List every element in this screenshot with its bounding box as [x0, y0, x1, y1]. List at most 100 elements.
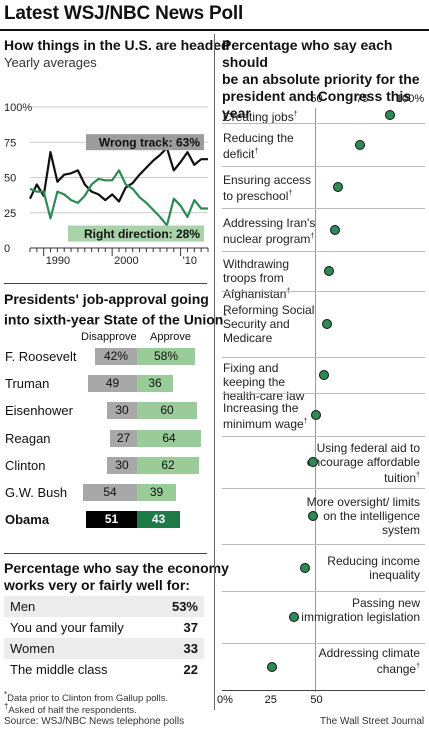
- priority-label-text: Ensuring access to preschool: [223, 173, 312, 203]
- approve-bar: 36: [137, 375, 173, 393]
- priority-row-rule: [222, 208, 425, 209]
- footnote-2: †Asked of half the respondents.: [4, 702, 137, 717]
- priority-bottom-rule: [222, 690, 425, 691]
- president-name: G.W. Bush: [5, 485, 68, 500]
- president-name: Truman: [5, 376, 50, 392]
- page-title: Latest WSJ/NBC News Poll: [4, 3, 244, 24]
- priority-row-rule: [222, 357, 425, 358]
- priority-label: More oversight/ limits on the intelligen…: [300, 495, 420, 537]
- economy-title-line2: works very or fairly well for:: [4, 577, 190, 593]
- trend-y-tick: 25: [4, 208, 16, 220]
- approval-title-line1: Presidents' job-approval going: [4, 291, 209, 307]
- approve-bar: 43: [137, 511, 180, 529]
- priority-label: Reforming Social Security and Medicare: [223, 303, 323, 345]
- priority-row-rule: [222, 643, 425, 644]
- priority-label-marker: †: [416, 472, 420, 479]
- priority-label: Ensuring access to preschool†: [223, 173, 323, 203]
- economy-row-label: Men: [10, 599, 36, 614]
- approve-bar: 39: [137, 484, 176, 501]
- trend-y-tick: 0: [4, 243, 10, 255]
- footnote-2-marker: †: [4, 702, 9, 711]
- footnote-1-marker: *: [4, 690, 8, 699]
- footnote-1: *Data prior to Clinton from Gallup polls…: [4, 690, 169, 705]
- economy-row-value: 53%: [171, 599, 198, 614]
- priority-top-tick: 75: [356, 93, 369, 105]
- trend-x-axis: 1990 2000 '10: [29, 248, 209, 267]
- priority-label-text: Reforming Social Security and Medicare: [223, 303, 315, 345]
- economy-row-value: 37: [183, 620, 198, 635]
- disapprove-bar: 51: [86, 511, 137, 529]
- priority-dot: [311, 409, 322, 420]
- priority-dot: [333, 182, 344, 192]
- priority-label-text: Reducing the deficit: [223, 130, 294, 161]
- priority-label-marker: †: [288, 190, 293, 197]
- approval-title: Presidents' job-approval going into sixt…: [4, 291, 226, 329]
- president-name: Reagan: [5, 430, 51, 446]
- priority-bottom-tick: 25: [264, 694, 277, 706]
- priority-label: Addressing climate change†: [300, 646, 420, 676]
- trend-lines: [29, 146, 208, 227]
- col-disapprove: Disapprove: [81, 331, 137, 343]
- approve-bar: 62: [137, 456, 199, 474]
- priority-label: Using federal aid to encourage affordabl…: [300, 441, 420, 485]
- priority-label: Addressing Iran's nuclear program†: [223, 216, 323, 246]
- economy-row: The middle class 22: [4, 659, 204, 680]
- disapprove-bar: 30: [107, 402, 137, 420]
- trend-y-axis: 0 25 50 75 100%: [4, 102, 32, 255]
- priority-dot: [267, 661, 278, 672]
- priority-label-text: Withdrawing troops from Afghanistan: [223, 257, 290, 301]
- trend-subtitle: Yearly averages: [4, 55, 97, 70]
- priority-label: Increasing the minimum wage†: [223, 401, 323, 431]
- priority-label-text: Creating jobs: [223, 110, 294, 124]
- approve-bar: 58%: [137, 348, 195, 365]
- economy-row-label: Women: [10, 641, 55, 656]
- trend-x-tick: 2000: [114, 255, 138, 267]
- priority-label: Withdrawing troops from Afghanistan†: [223, 257, 323, 301]
- priority-dot: [329, 224, 340, 235]
- trend-chart: 0 25 50 75 100% 1990 2000 '10 Wrong track: 63%…: [4, 102, 209, 267]
- economy-row-label: You and your family: [10, 620, 124, 635]
- disapprove-bar: 27: [110, 429, 137, 447]
- priority-row-rule: [222, 436, 425, 437]
- priority-dot: [324, 266, 335, 276]
- priority-label: Reducing income inequality: [300, 554, 420, 582]
- priority-label-text: Addressing climate change: [318, 645, 420, 676]
- economy-row-label: The middle class: [10, 662, 108, 677]
- economy-row-value: 22: [183, 662, 198, 677]
- priority-dot: [355, 139, 366, 150]
- priority-label-text: Increasing the minimum wage: [223, 400, 304, 431]
- priority-label-marker: †: [293, 111, 298, 118]
- priority-label-marker: †: [254, 147, 259, 155]
- approval-title-line2: into sixth-year State of the Union*: [4, 311, 227, 328]
- priority-row-rule: [222, 393, 425, 394]
- economy-row: You and your family 37: [4, 617, 204, 638]
- disapprove-bar: 30: [107, 456, 137, 474]
- wrong-track-line: [29, 146, 208, 203]
- trend-y-tick: 50: [4, 173, 16, 185]
- priority-bottom-tick: 0%: [217, 694, 233, 706]
- priority-dot: [289, 612, 300, 622]
- trend-title: How things in the U.S. are headed: [4, 37, 230, 53]
- priority-title: Percentage who say each should be an abs…: [222, 37, 429, 122]
- right-direction-tag-label: Right direction: 28%: [84, 227, 200, 241]
- priority-label-marker: †: [303, 417, 308, 425]
- wrong-track-tag-label: Wrong track: 63%: [99, 136, 200, 150]
- priority-dot: [322, 319, 333, 329]
- approval-title-marker: *: [223, 312, 227, 321]
- disapprove-bar: 42%: [95, 348, 137, 365]
- priority-top-tick: 100%: [396, 93, 425, 105]
- header-rule: [0, 29, 429, 31]
- priority-label-text: Addressing Iran's nuclear program: [223, 215, 316, 246]
- priority-title-line2: be an absolute priority for the: [222, 71, 420, 87]
- president-name: F. Roosevelt: [5, 349, 77, 364]
- disapprove-bar: 49: [88, 375, 137, 393]
- trend-x-tick: '10: [183, 255, 197, 267]
- priority-row-rule: [222, 166, 425, 167]
- priority-label: Creating jobs†: [223, 108, 323, 124]
- priority-top-tick: 50: [310, 93, 323, 105]
- president-name: Clinton: [5, 457, 46, 473]
- priority-row-rule: [222, 544, 425, 545]
- col-approve: Approve: [150, 331, 191, 343]
- priority-title-line1: Percentage who say each should: [222, 37, 393, 70]
- priority-label: Reducing the deficit†: [223, 131, 323, 161]
